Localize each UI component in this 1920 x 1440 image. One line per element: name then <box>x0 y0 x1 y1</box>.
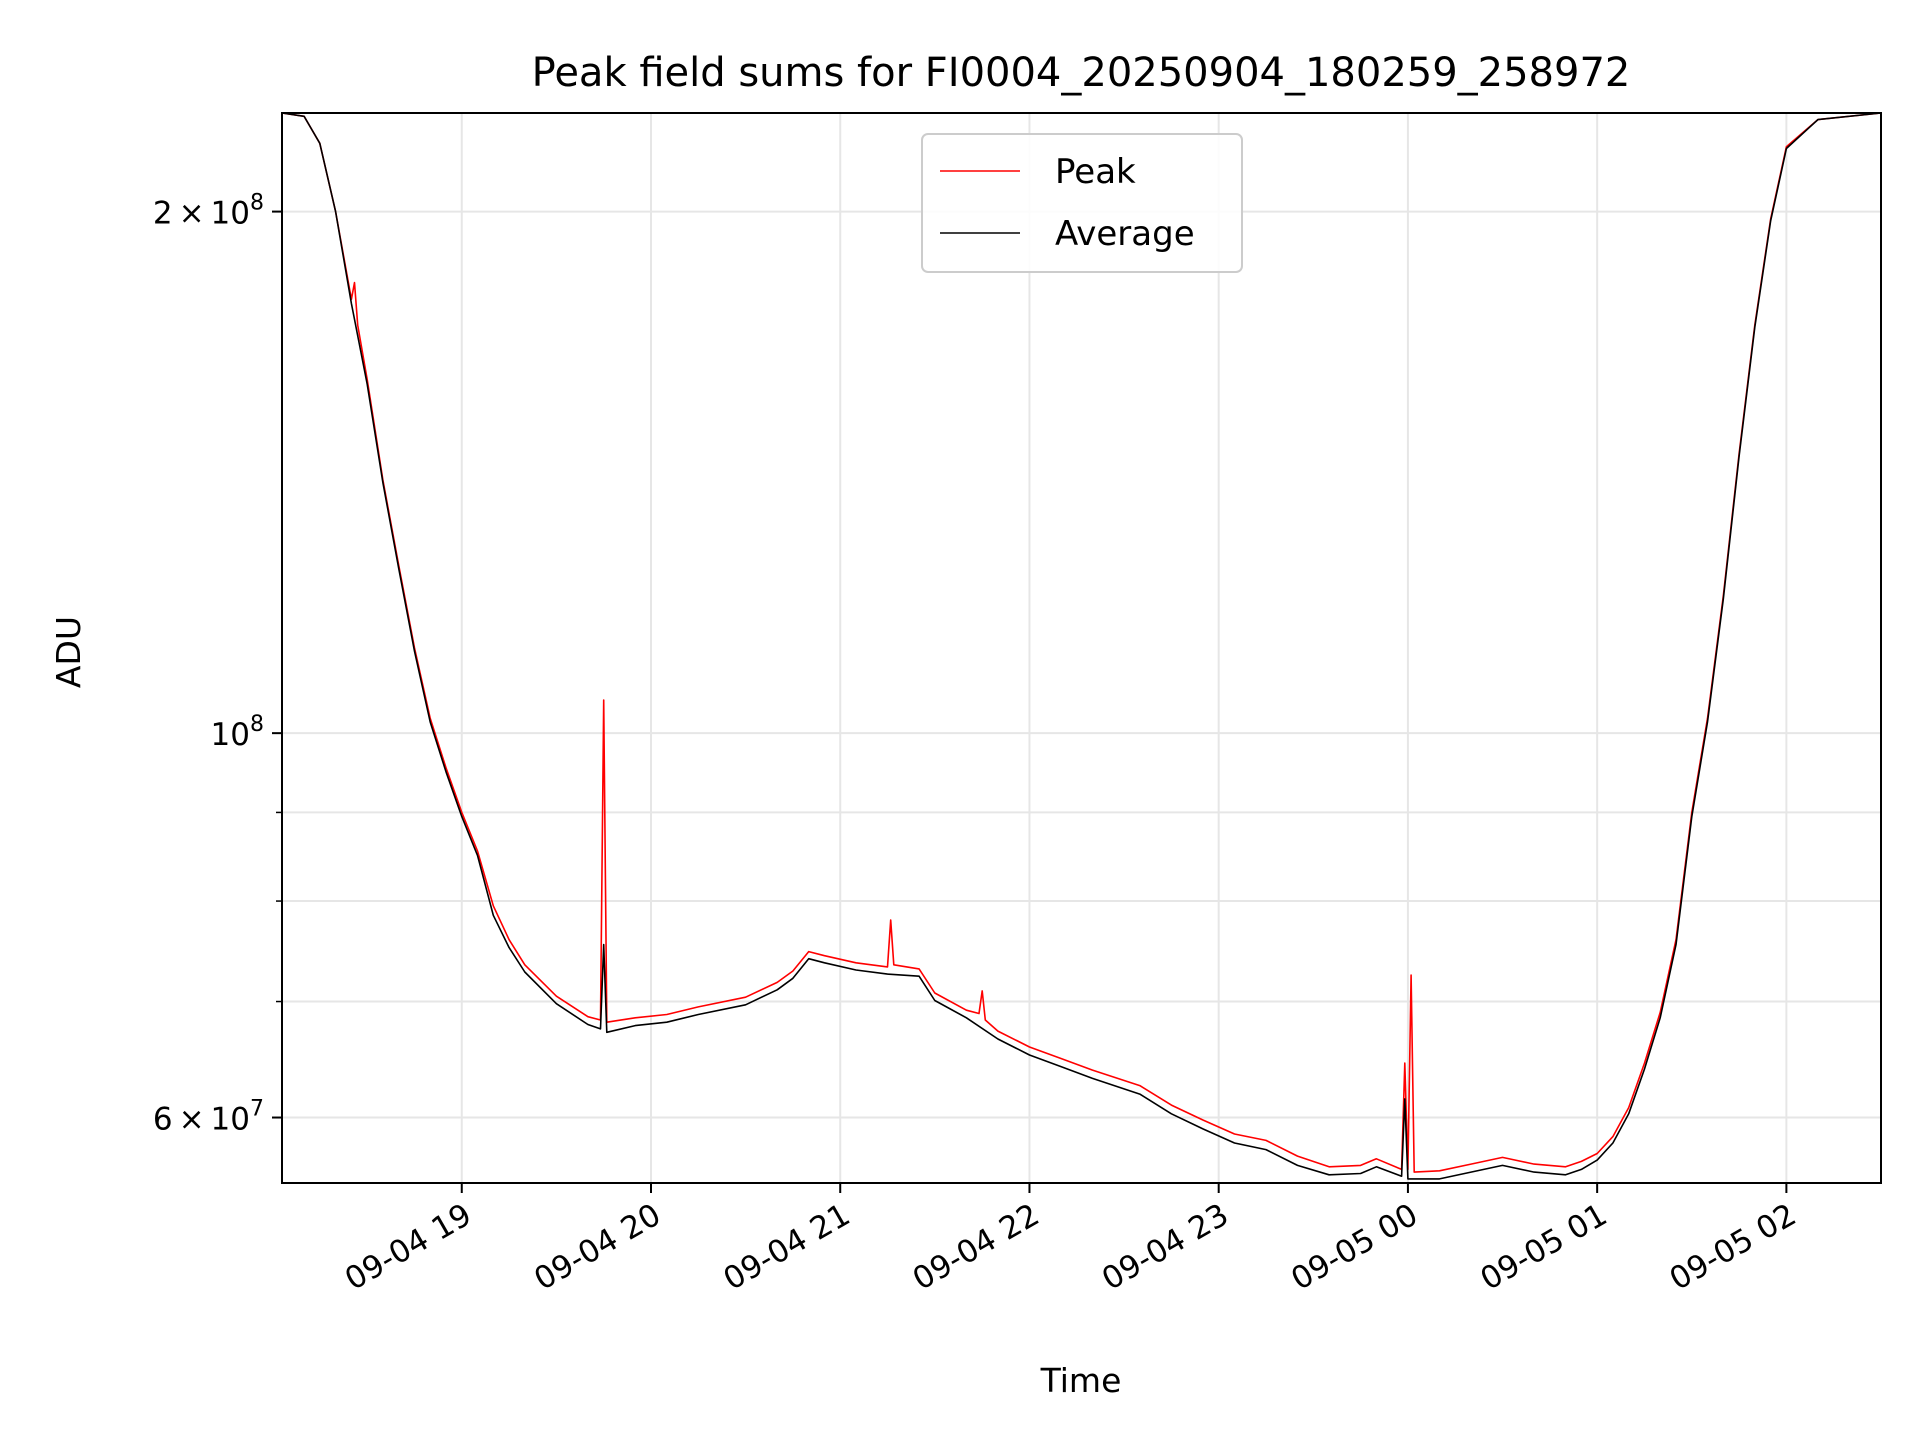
y-tick-label: 6 × 107 <box>153 1097 264 1138</box>
series-lines <box>281 112 1882 1180</box>
chart-title: Peak field sums for FI0004_20250904_1802… <box>532 50 1631 96</box>
y-tick-exponent: 7 <box>250 1097 264 1122</box>
y-tick-exponent: 8 <box>250 191 264 216</box>
x-axis-label: Time <box>1040 1361 1122 1400</box>
y-tick-label: 108 <box>211 712 264 753</box>
legend-label-peak: Peak <box>1055 152 1136 192</box>
y-tick-mantissa: 2 <box>153 196 173 232</box>
y-tick-exponent: 8 <box>250 712 264 737</box>
series-line-average <box>281 112 1882 1180</box>
plot-frame <box>281 112 1882 1184</box>
y-tick-base: 10 <box>211 196 250 232</box>
y-tick-base: 10 <box>211 717 250 753</box>
y-tick-label: 2 × 108 <box>153 191 264 232</box>
y-tick-times: × <box>179 1102 205 1138</box>
y-axis-label: ADU <box>49 616 88 688</box>
legend-box <box>921 133 1243 273</box>
legend: Peak Average <box>921 133 1243 273</box>
y-tick-times: × <box>179 196 205 232</box>
legend-label-average: Average <box>1055 214 1195 254</box>
y-tick-mantissa: 6 <box>153 1102 173 1138</box>
series-line-peak <box>281 112 1882 1173</box>
y-tick-base: 10 <box>211 1102 250 1138</box>
